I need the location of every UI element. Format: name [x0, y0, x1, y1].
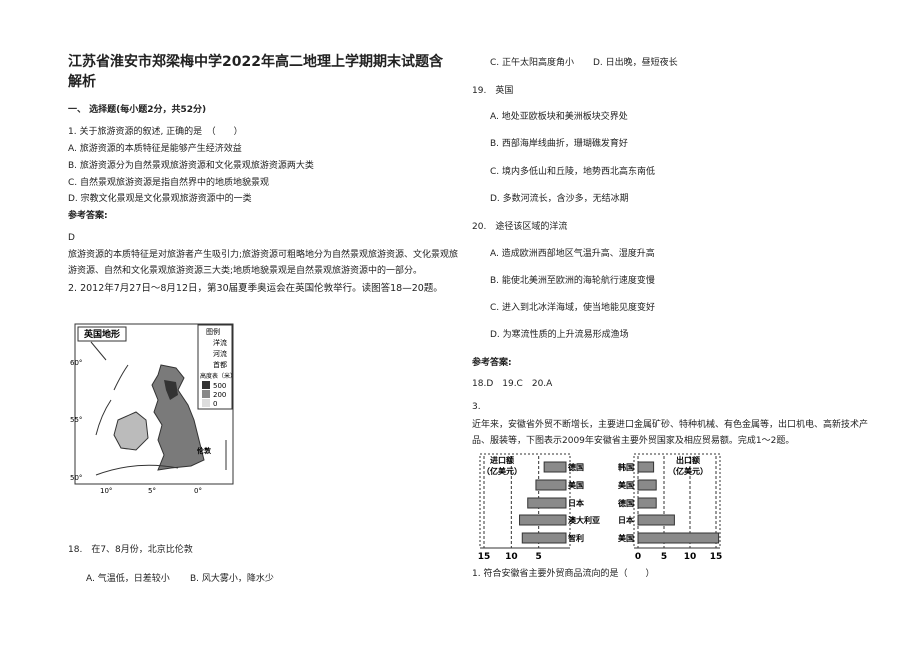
- lat-label: 50°: [70, 474, 82, 482]
- legend-item: 洋流: [213, 338, 227, 347]
- bar: [637, 532, 720, 544]
- question: 1. 符合安徽省主要外贸商品流向的是（ ）: [472, 569, 655, 579]
- legend-swatch: [202, 390, 210, 398]
- current-arrow: [113, 364, 129, 391]
- map-title: 英国地形: [83, 328, 120, 340]
- answer-label: 参考答案:: [472, 358, 512, 368]
- chart-title: 出口额: [676, 455, 700, 465]
- map-title-box: [77, 326, 127, 342]
- lon-label: 5°: [148, 487, 156, 495]
- legend-item: 200: [213, 391, 226, 399]
- category-label: 日本: [618, 515, 634, 525]
- category-label: 美国: [568, 480, 584, 490]
- city-label: 伦敦: [197, 446, 212, 455]
- current-arrow: [95, 464, 179, 476]
- x-tick-label: 15: [710, 552, 723, 562]
- map: 英国地形 图例 洋流 河流 首都 高度表（米） 500 200 0 60° 55…: [70, 323, 236, 495]
- chart-title: （亿美元）: [668, 466, 708, 476]
- category-label: 韩国: [618, 462, 634, 472]
- bar: [535, 479, 567, 491]
- x-tick-label: 5: [661, 552, 667, 562]
- option: B. 西部海岸线曲折，珊瑚礁发育好: [490, 139, 628, 149]
- explanation: 游资源、自然和文化景观旅游资源三大类;地质地貌景观是自然景观旅游资源中的一部分。: [68, 266, 423, 276]
- question: 2. 2012年7月27日～8月12日，第30届夏季奥运会在英国伦敦举行。读图答…: [68, 283, 443, 294]
- option: B. 风大雾小，降水少: [190, 574, 274, 584]
- x-tick-label: 10: [684, 552, 697, 562]
- option: A. 地处亚欧板块和美洲板块交界处: [490, 112, 628, 122]
- lon-label: 10°: [100, 487, 112, 495]
- question-text: 品、服装等，下图表示2009年安徽省主要外贸国家及相应贸易额。完成1～2题。: [472, 436, 795, 446]
- option: C. 进入到北冰洋海域，使当地能见度变好: [490, 303, 656, 313]
- question: 19. 英国: [472, 86, 514, 96]
- option: A. 旅游资源的本质特征是能够产生经济效益: [68, 144, 242, 154]
- map-ireland: [113, 411, 149, 451]
- map-highland: [164, 380, 178, 400]
- answer: D: [68, 233, 75, 243]
- lon-label: 0°: [194, 487, 202, 495]
- question-number: 3.: [472, 402, 481, 412]
- question-text: 近年来，安徽省外贸不断增长，主要进口金属矿砂、特种机械、有色金属等，出口机电、高…: [472, 420, 869, 430]
- title-line: 江苏省淮安市郑梁梅中学2022年高二地理上学期期末试题含: [68, 54, 443, 70]
- category-label: 美国: [618, 480, 634, 490]
- option: C. 正午太阳高度角小: [490, 58, 575, 68]
- current-arrow: [95, 399, 112, 436]
- category-label: 德国: [568, 462, 584, 472]
- x-tick-label: 10: [505, 552, 518, 562]
- bar: [637, 514, 675, 526]
- legend-swatch: [202, 399, 210, 407]
- question: 20. 途径该区域的洋流: [472, 222, 568, 232]
- option: C. 境内多低山和丘陵，地势西北高东南低: [490, 167, 656, 177]
- bar: [527, 497, 567, 509]
- chart-title: （亿美元）: [482, 466, 522, 476]
- option: D. 为寒流性质的上升流易形成渔场: [490, 330, 629, 340]
- question: 18. 在7、8月份，北京比伦敦: [68, 545, 193, 555]
- legend-item: 首都: [213, 360, 227, 369]
- option: B. 能使北美洲至欧洲的海轮航行速度变慢: [490, 276, 655, 286]
- option: A. 气温低，日差较小: [86, 574, 170, 584]
- bar: [521, 532, 567, 544]
- answer-label: 参考答案:: [68, 211, 108, 221]
- category-label: 智利: [568, 533, 584, 543]
- legend-swatch: [202, 381, 210, 389]
- category-label: 日本: [568, 498, 584, 508]
- title-line: 解析: [68, 74, 96, 90]
- legend-item: 500: [213, 382, 226, 390]
- legend-title: 图例: [206, 327, 220, 336]
- option: D. 日出晚，昼短夜长: [593, 58, 678, 68]
- lat-label: 60°: [70, 359, 82, 367]
- explanation: 旅游资源的本质特征是对旅游者产生吸引力;旅游资源可粗略地分为自然景观旅游资源、文…: [68, 250, 459, 260]
- question: 1. 关于旅游资源的叙述, 正确的是 （ ）: [68, 127, 243, 137]
- option: D. 宗教文化景观是文化景观旅游资源中的一类: [68, 194, 252, 204]
- category-label: 澳大利亚: [568, 515, 600, 525]
- option: B. 旅游资源分为自然景观旅游资源和文化景观旅游资源两大类: [68, 161, 314, 171]
- bar: [637, 497, 657, 509]
- answer: 18.D 19.C 20.A: [472, 379, 553, 389]
- legend-item: 0: [213, 400, 217, 408]
- legend-item: 河流: [213, 349, 227, 358]
- plot-frame: [633, 453, 721, 549]
- category-label: 美国: [618, 533, 634, 543]
- current-arrow: [90, 341, 107, 361]
- x-tick-label: 15: [478, 552, 491, 562]
- option: A. 造成欧洲西部地区气温升高、湿度升高: [490, 249, 655, 259]
- bar: [543, 461, 567, 473]
- bar: [637, 461, 655, 473]
- category-label: 德国: [618, 498, 634, 508]
- section-heading: 一、 选择题(每小题2分，共52分): [68, 105, 207, 115]
- x-tick-label: 0: [635, 552, 641, 562]
- lat-label: 55°: [70, 416, 82, 424]
- chart-title: 进口额: [490, 455, 514, 465]
- legend-item: 高度表（米）: [200, 372, 236, 380]
- option: D. 多数河流长，含沙多，无结冰期: [490, 194, 629, 204]
- x-tick-label: 5: [536, 552, 542, 562]
- bar: [519, 514, 567, 526]
- bar: [637, 479, 657, 491]
- option: C. 自然景观旅游资源是指自然界中的地质地貌景观: [68, 178, 270, 188]
- map-britain: [151, 364, 205, 471]
